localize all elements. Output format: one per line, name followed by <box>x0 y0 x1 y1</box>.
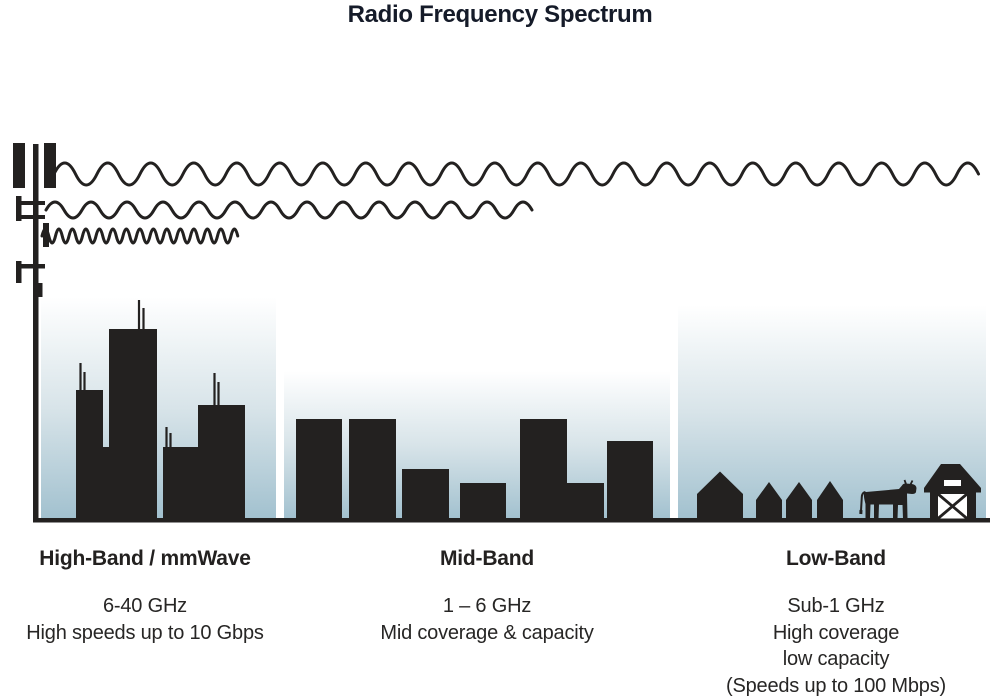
high-band-frequency: 6-40 GHz <box>103 595 187 617</box>
house-icon <box>756 482 782 519</box>
high-band-heading: High-Band / mmWave <box>39 547 251 570</box>
high-band-description: High speeds up to 10 Gbps <box>26 621 264 644</box>
mid-band-label: Mid-Band 1 – 6 GHz Mid coverage & capaci… <box>337 548 637 646</box>
mid-band-frequency: 1 – 6 GHz <box>442 595 532 617</box>
low-band-heading: Low-Band <box>786 547 886 570</box>
high-band-wave <box>40 227 240 245</box>
city-skyline <box>76 300 245 519</box>
low-band-speed-note: (Speeds up to 100 Mbps) <box>726 674 946 697</box>
mid-band-wave <box>44 200 534 220</box>
low-band-description-2: low capacity <box>782 648 890 670</box>
ground-line <box>33 518 990 523</box>
high-band-label: High-Band / mmWave 6-40 GHz High speeds … <box>0 548 290 646</box>
rural-scene <box>697 464 981 520</box>
barn-icon <box>924 464 981 520</box>
house-icon <box>817 481 843 519</box>
low-band-wave <box>52 161 980 187</box>
mid-band-description: Mid coverage & capacity <box>380 621 594 644</box>
rooftop-antenna-icons <box>79 300 220 448</box>
mid-band-heading: Mid-Band <box>439 547 535 570</box>
cell-tower-icon <box>13 143 56 519</box>
town-buildings <box>296 419 653 519</box>
low-band-description: High coverage <box>772 621 900 644</box>
house-icon <box>697 471 743 519</box>
cow-icon <box>859 479 917 519</box>
page-title: Radio Frequency Spectrum <box>347 1 653 28</box>
house-icon <box>786 482 812 519</box>
low-band-frequency: Sub-1 GHz <box>787 595 885 617</box>
low-band-label: Low-Band Sub-1 GHz High coverage low cap… <box>686 548 986 699</box>
